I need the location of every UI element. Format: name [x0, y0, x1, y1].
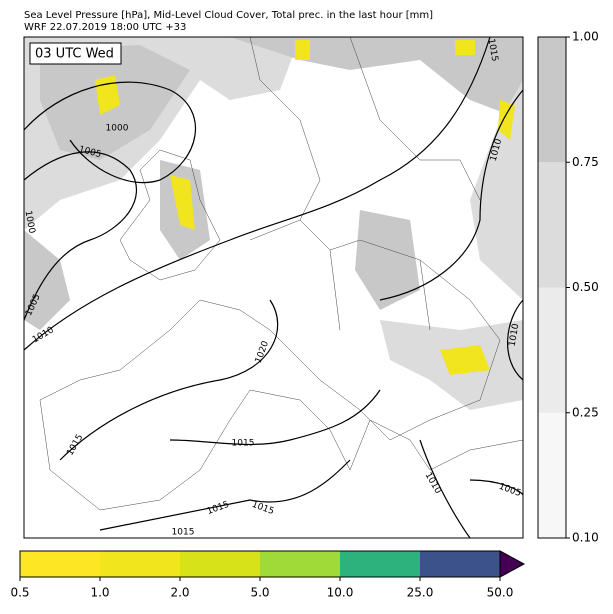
isobar — [23, 151, 137, 321]
colorbar-tick-label: 0.10 — [572, 531, 599, 545]
colorbar-tick-label: 0.5 — [10, 586, 29, 600]
colorbar-tick-label: 2.0 — [170, 586, 189, 600]
colorbar-tick-label: 5.0 — [250, 586, 269, 600]
colorbar-segment — [538, 37, 566, 163]
colorbar-tick-label: 25.0 — [407, 586, 434, 600]
coastlines — [39, 36, 524, 511]
colorbar-segment — [340, 551, 420, 577]
isobar — [507, 299, 524, 381]
contour-label: 1015 — [486, 38, 500, 62]
colorbar-segment — [538, 162, 566, 288]
title: Sea Level Pressure [hPa], Mid-Level Clou… — [24, 10, 433, 21]
colorbar-segment — [20, 551, 100, 577]
colorbar-segment — [260, 551, 340, 577]
contour-label: 1010 — [508, 323, 522, 348]
map-frame — [23, 36, 524, 539]
colorbar-segment — [100, 551, 180, 577]
colorbar-tick-label: 0.25 — [572, 405, 599, 419]
isobar — [23, 81, 197, 184]
colorbar-tick-label: 10.0 — [327, 586, 354, 600]
isobar — [99, 439, 524, 539]
contour-label: 1015 — [232, 439, 255, 449]
colorbar-tick-label: 50.0 — [487, 586, 514, 600]
colorbar-extension — [499, 550, 526, 578]
colorbar-segment — [538, 412, 566, 538]
colorbar-tick-label: 0.50 — [572, 280, 599, 294]
subtitle: WRF 22.07.2019 18:00 UTC +33 — [24, 22, 186, 33]
colorbar-segment — [538, 287, 566, 413]
isobar — [379, 89, 524, 301]
precip-colorbar: 0.5 1.0 2.0 5.0 10.0 25.0 50.0 — [10, 550, 526, 600]
colorbar-segment — [420, 551, 500, 577]
colorbar-tick-label: 1.00 — [572, 30, 599, 44]
colorbar-segment — [180, 551, 260, 577]
colorbar-tick-label: 1.0 — [90, 586, 109, 600]
cloud-colorbar: 0.10 0.25 0.50 0.75 1.00 — [537, 30, 599, 545]
contour-label: 1015 — [172, 528, 195, 538]
time-label-box — [29, 42, 122, 65]
precip-area — [95, 40, 515, 375]
colorbar-tick-label: 0.75 — [572, 155, 599, 169]
cloud-area — [355, 210, 420, 310]
map: 03 UTC Wed 1000 1005 1010 1015 1000 1005… — [23, 36, 524, 539]
time-label: 03 UTC Wed — [35, 47, 114, 62]
contour-label: 1000 — [106, 124, 129, 134]
isobar — [23, 36, 491, 351]
contour-label: 1000 — [23, 210, 37, 235]
cloud-area — [24, 230, 70, 330]
isobar — [59, 299, 381, 461]
